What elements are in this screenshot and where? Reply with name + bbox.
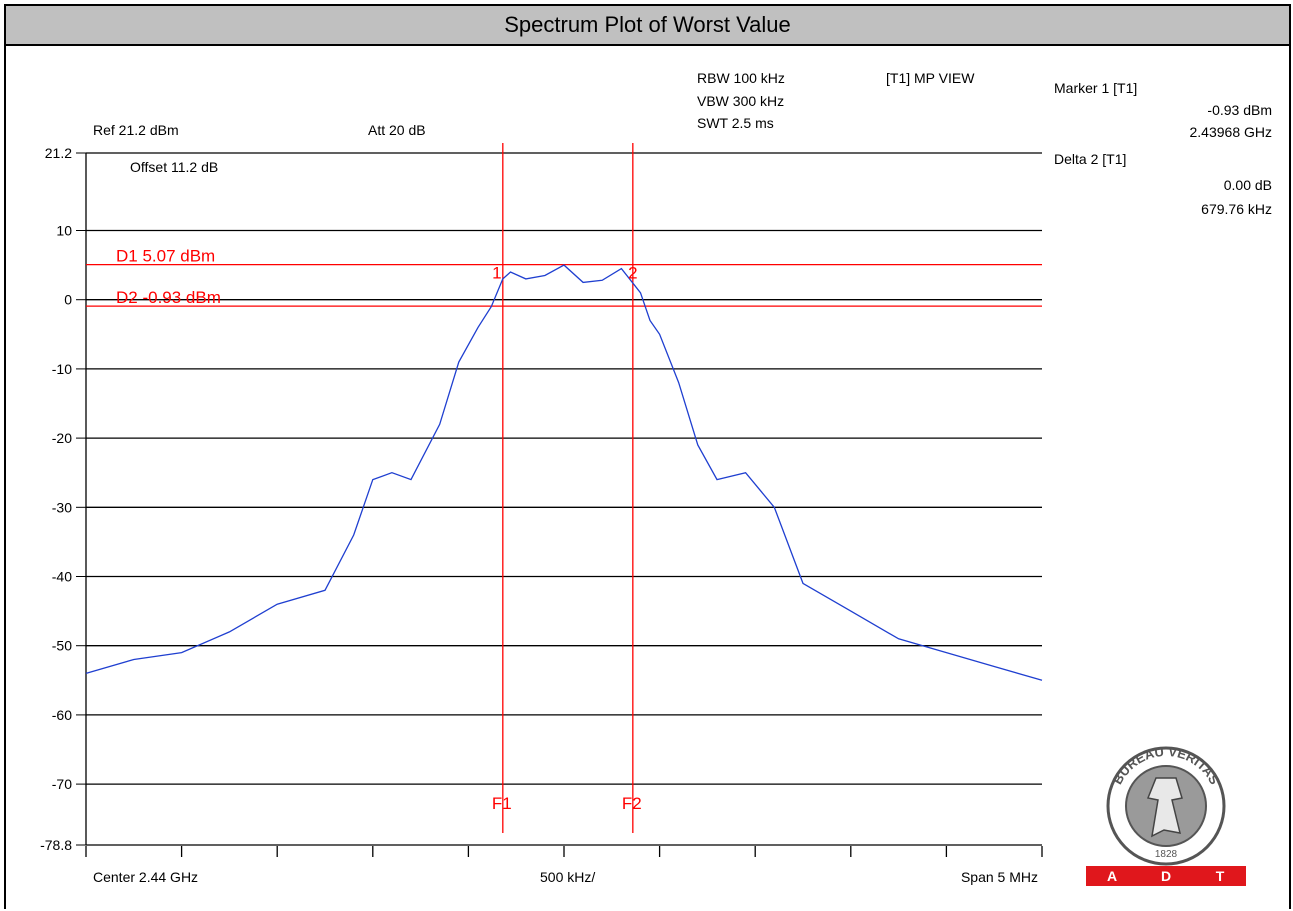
grid-layer (85, 152, 1042, 846)
logo-adt-bar (1086, 866, 1246, 886)
center-freq-text: Center 2.44 GHz (93, 869, 198, 885)
view-text: [T1] MP VIEW (886, 70, 975, 86)
reference-label-d1: D1 5.07 dBm (116, 247, 215, 266)
bureau-veritas-logo: BUREAU VERITAS 1828 A D T (1086, 744, 1246, 886)
y-tick-label: 0 (64, 292, 72, 308)
logo-letter-d: D (1161, 868, 1171, 884)
delta2-level: 0.00 dB (1224, 177, 1272, 193)
marker-1: 1 (492, 264, 501, 283)
reference-label-d2: D2 -0.93 dBm (116, 288, 221, 307)
y-tick-label: 10 (56, 223, 72, 239)
page-title: Spectrum Plot of Worst Value (4, 4, 1291, 46)
div-text: 500 kHz/ (540, 869, 595, 885)
delta2-frequency: 679.76 kHz (1201, 201, 1272, 217)
x-tick-layer (85, 846, 1043, 857)
y-tick-label: -40 (52, 569, 72, 585)
y-tick-label: 21.2 (45, 145, 72, 161)
frequency-label-f1: F1 (492, 794, 512, 813)
y-tick-label: -78.8 (40, 837, 72, 853)
y-tick-label: -70 (52, 776, 72, 792)
frequency-label-f2: F2 (622, 794, 642, 813)
swt-text: SWT 2.5 ms (697, 115, 774, 131)
marker1-level: -0.93 dBm (1207, 102, 1272, 118)
logo-letter-t: T (1216, 868, 1225, 884)
reference-lines: D1 5.07 dBm D2 -0.93 dBm F1 F2 (86, 143, 1042, 833)
y-tick-layer: 21.2 10 0 -10 -20 -30 -40 -50 -60 -70 -78.8 (40, 145, 86, 853)
marker1-label: Marker 1 [T1] (1054, 80, 1137, 96)
logo-year: 1828 (1155, 849, 1178, 860)
title-text: Spectrum Plot of Worst Value (504, 12, 791, 37)
marker-2: 2 (628, 264, 637, 283)
y-tick-label: -50 (52, 638, 72, 654)
delta2-label: Delta 2 [T1] (1054, 151, 1126, 167)
y-tick-label: -10 (52, 361, 72, 377)
trace-line (85, 264, 1043, 681)
att-text: Att 20 dB (368, 122, 426, 138)
y-tick-label: -60 (52, 707, 72, 723)
marker1-frequency: 2.43968 GHz (1190, 124, 1273, 140)
offset-text: Offset 11.2 dB (130, 159, 218, 175)
y-tick-label: -20 (52, 430, 72, 446)
ref-text: Ref 21.2 dBm (93, 122, 179, 138)
rbw-text: RBW 100 kHz (697, 70, 785, 86)
vbw-text: VBW 300 kHz (697, 93, 784, 109)
y-tick-label: -30 (52, 499, 72, 515)
span-text: Span 5 MHz (961, 869, 1038, 885)
logo-letter-a: A (1107, 868, 1117, 884)
